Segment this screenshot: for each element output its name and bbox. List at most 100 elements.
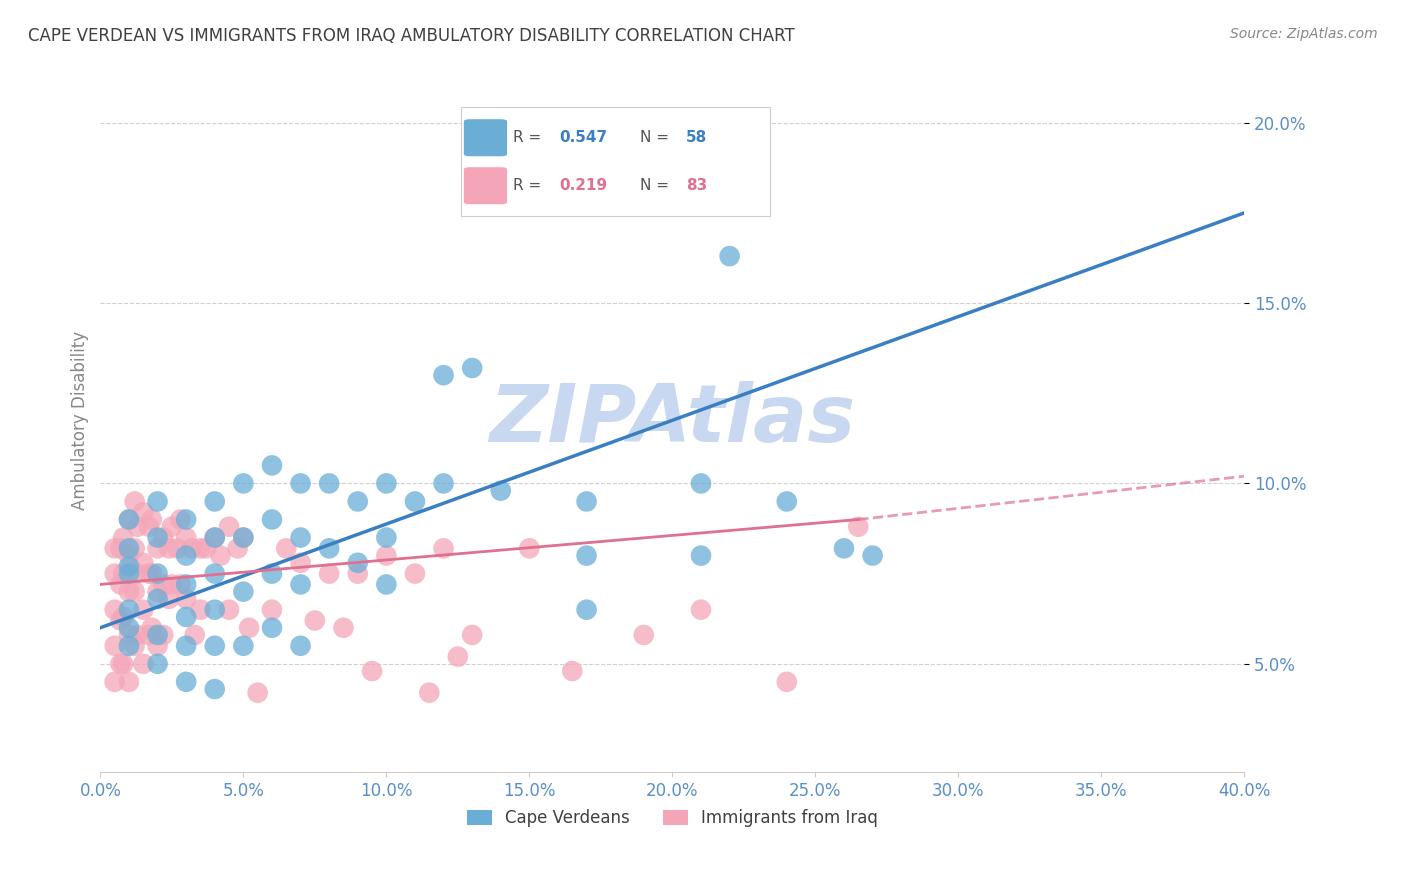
Point (110, 577, 132, 591)
Point (318, 541, 340, 556)
Point (174, 577, 197, 591)
Point (232, 584, 254, 599)
Point (110, 657, 132, 671)
Point (174, 531, 197, 545)
Point (118, 541, 141, 556)
Point (375, 577, 398, 591)
Point (204, 603, 226, 617)
Point (138, 566, 160, 581)
Point (104, 566, 127, 581)
Point (118, 674, 141, 689)
Point (633, 628, 655, 642)
Point (112, 531, 135, 545)
Point (290, 476, 312, 491)
Point (141, 566, 163, 581)
Point (190, 541, 212, 556)
Point (404, 494, 426, 508)
Point (218, 603, 240, 617)
Point (124, 584, 146, 599)
Point (157, 591, 180, 606)
Point (204, 494, 226, 508)
Point (862, 549, 884, 563)
Point (146, 584, 169, 599)
Point (260, 566, 283, 581)
Point (318, 566, 340, 581)
Point (146, 494, 169, 508)
Point (204, 531, 226, 545)
Point (226, 541, 249, 556)
Point (489, 483, 512, 498)
Point (432, 541, 454, 556)
Point (124, 494, 146, 508)
Point (118, 559, 141, 574)
Point (160, 519, 183, 533)
Point (832, 541, 855, 556)
Point (152, 628, 174, 642)
Point (174, 591, 197, 606)
Point (146, 628, 169, 642)
Point (118, 584, 141, 599)
Point (190, 603, 212, 617)
Point (118, 512, 141, 526)
Point (432, 368, 454, 383)
Point (575, 549, 598, 563)
Point (127, 566, 149, 581)
Point (110, 614, 132, 628)
Point (246, 686, 269, 700)
Point (132, 556, 155, 570)
Point (260, 603, 283, 617)
Point (690, 476, 713, 491)
Point (127, 519, 149, 533)
Point (138, 628, 160, 642)
Point (184, 628, 207, 642)
Point (118, 566, 141, 581)
Point (209, 549, 232, 563)
Point (204, 531, 226, 545)
Point (146, 531, 169, 545)
Point (346, 556, 368, 570)
Point (112, 657, 135, 671)
Point (166, 541, 188, 556)
Point (174, 674, 197, 689)
Point (152, 577, 174, 591)
Point (232, 531, 254, 545)
Point (260, 458, 283, 473)
Point (575, 603, 598, 617)
Point (146, 591, 169, 606)
Point (690, 549, 713, 563)
Point (304, 614, 326, 628)
Point (141, 512, 163, 526)
Point (146, 639, 169, 653)
Point (238, 621, 260, 635)
Point (127, 628, 149, 642)
Point (447, 649, 470, 664)
Point (375, 531, 398, 545)
Point (290, 531, 312, 545)
Point (519, 541, 541, 556)
Point (146, 566, 169, 581)
Point (104, 674, 127, 689)
Point (174, 639, 197, 653)
Legend: Cape Verdeans, Immigrants from Iraq: Cape Verdeans, Immigrants from Iraq (460, 803, 884, 834)
Point (718, 249, 741, 263)
Point (169, 577, 191, 591)
Point (361, 664, 384, 678)
Point (138, 519, 160, 533)
Point (118, 549, 141, 563)
Point (561, 664, 583, 678)
Point (290, 639, 312, 653)
Point (146, 657, 169, 671)
Point (204, 681, 226, 696)
Point (418, 686, 440, 700)
Point (260, 621, 283, 635)
Point (432, 476, 454, 491)
Point (118, 621, 141, 635)
Point (112, 610, 135, 624)
Point (404, 566, 426, 581)
Point (141, 621, 163, 635)
Point (575, 494, 598, 508)
Point (204, 566, 226, 581)
Point (375, 476, 398, 491)
Point (169, 512, 191, 526)
Point (110, 541, 132, 556)
